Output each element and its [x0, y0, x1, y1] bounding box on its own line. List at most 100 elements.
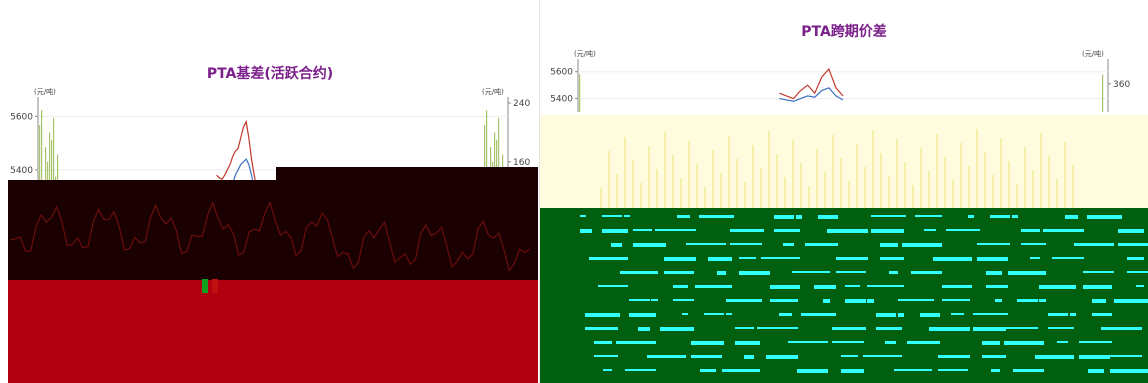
right-unit-label: (元/吨) — [1082, 49, 1104, 58]
corrupted-bar — [992, 175, 994, 208]
corrupted-block — [607, 313, 620, 317]
corrupted-block — [1070, 313, 1076, 316]
corrupted-block — [655, 243, 666, 247]
corrupted-block — [995, 299, 1002, 302]
corrupted-block — [832, 341, 864, 343]
corrupted-block — [602, 215, 622, 217]
corrupted-block — [625, 369, 648, 371]
corrupted-block — [580, 229, 592, 233]
corrupted-block — [1026, 327, 1038, 329]
corrupted-block — [893, 215, 906, 217]
corrupted-block — [880, 243, 898, 247]
corrupted-block — [770, 285, 792, 289]
corrupted-block — [1035, 355, 1066, 359]
spread-chart-panel: PTA跨期价差 (元/吨) (元/吨) 5600 5400 360 — [540, 0, 1148, 383]
corrupted-bar — [736, 159, 738, 208]
corrupted-bar — [848, 181, 850, 208]
right-unit-label: (元/吨) — [482, 87, 504, 96]
corrupted-block — [832, 327, 858, 330]
corrupted-block — [1035, 369, 1044, 372]
corrupted-block — [1092, 313, 1112, 316]
corrupted-block — [823, 313, 836, 316]
corrupted-block — [673, 299, 694, 301]
corrupted-block — [735, 327, 754, 329]
corrupted-block — [814, 285, 836, 289]
corrupted-block — [1136, 285, 1144, 287]
corrupted-bar — [728, 136, 730, 208]
corrupted-bar — [672, 155, 674, 208]
corrupted-block — [836, 271, 866, 273]
corrupted-block — [1004, 327, 1030, 329]
corrupted-block — [986, 271, 1002, 275]
corrupted-bar — [640, 183, 642, 208]
corrupted-bar — [1064, 142, 1066, 208]
left-tick-label: 5600 — [10, 112, 33, 122]
corrupted-block — [1065, 229, 1084, 232]
corrupted-block — [774, 215, 794, 219]
corrupted-block — [695, 285, 724, 288]
corrupted-block — [1030, 271, 1046, 275]
corrupted-block — [726, 299, 754, 302]
corrupted-block — [8, 280, 538, 383]
corrupted-block — [677, 229, 696, 231]
bar-right-edge — [1102, 74, 1104, 112]
corrupted-block — [616, 341, 648, 344]
corrupted-block — [8, 180, 276, 280]
corrupted-bar — [696, 164, 698, 208]
corrupted-block — [1048, 327, 1074, 329]
corrupted-block — [938, 369, 968, 371]
basis-chart-panel: PTA基差(活跃合约) (元/吨)(元/吨)560054005200240160… — [0, 0, 540, 383]
corrupted-block — [916, 369, 932, 371]
corrupted-block — [682, 327, 694, 331]
corrupted-block — [1083, 285, 1112, 289]
corrupted-bar — [768, 131, 770, 208]
right-tick-label: 160 — [513, 158, 530, 168]
corrupted-block — [700, 369, 716, 372]
corrupted-bar — [936, 134, 938, 208]
corrupted-block — [1057, 355, 1074, 359]
corrupted-bar — [1000, 138, 1002, 208]
corrupted-block — [1083, 271, 1106, 273]
corrupted-block — [867, 285, 896, 287]
corrupted-block — [1043, 229, 1076, 232]
corrupted-bar — [776, 154, 778, 208]
corrupted-block — [673, 285, 688, 288]
corrupted-block — [1127, 257, 1144, 260]
corrupted-block — [585, 327, 618, 330]
corrupted-block — [783, 243, 794, 246]
corrupted-block — [664, 271, 694, 274]
left-unit-label: (元/吨) — [574, 49, 596, 58]
corrupted-block — [589, 257, 620, 260]
corrupted-block — [854, 327, 866, 330]
corrupted-block — [664, 257, 688, 261]
corrupted-block — [788, 341, 820, 343]
corrupted-block — [1057, 341, 1068, 343]
corrupted-block — [717, 285, 732, 288]
corrupted-block — [744, 369, 760, 372]
corrupted-bar — [904, 162, 906, 208]
corrupted-block — [924, 229, 936, 231]
corrupted-block — [691, 341, 716, 345]
corrupted-bar — [808, 186, 810, 208]
corrupted-block — [761, 257, 792, 259]
corrupted-bar — [616, 174, 618, 208]
corrupted-block — [1074, 243, 1106, 246]
corrupted-block — [686, 243, 718, 245]
corrupted-block — [739, 257, 756, 259]
corrupted-block — [739, 271, 762, 275]
corrupted-block — [766, 355, 790, 359]
corrupted-bar — [632, 160, 634, 208]
series-line — [779, 67, 844, 100]
corrupted-bar — [656, 169, 658, 208]
corrupted-bar — [864, 167, 866, 208]
left-unit-label: (元/吨) — [34, 87, 56, 96]
left-tick-label: 5600 — [550, 68, 573, 78]
corrupted-block — [880, 257, 904, 260]
corrupted-bar — [920, 148, 922, 208]
corrupted-block — [810, 341, 828, 343]
corrupted-block — [1110, 355, 1134, 357]
corrupted-block — [1101, 327, 1134, 330]
corrupted-block — [717, 271, 726, 275]
corrupted-block — [1048, 313, 1068, 316]
corrupted-block — [1079, 355, 1110, 359]
